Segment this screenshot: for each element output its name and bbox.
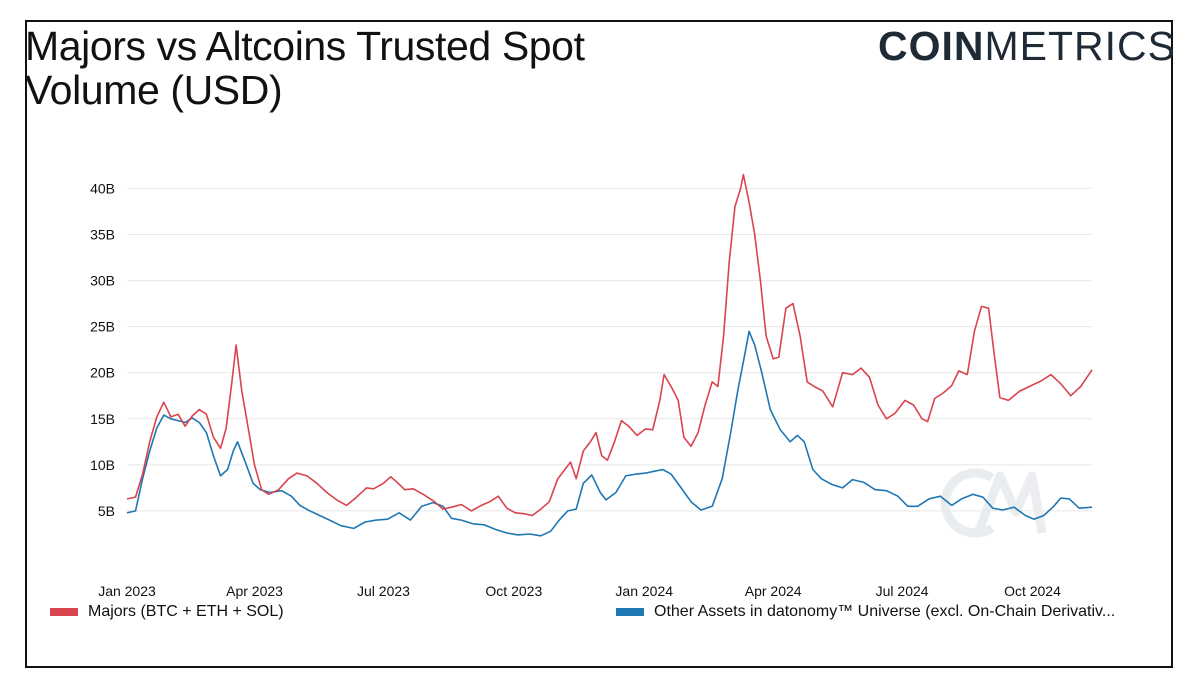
x-tick-label: Jul 2024	[876, 583, 929, 599]
series-line-majors	[126, 173, 1093, 517]
y-tick-label: 20B	[90, 365, 115, 381]
legend-item-majors[interactable]: Majors (BTC + ETH + SOL)	[50, 603, 284, 621]
y-tick-label: 10B	[90, 457, 115, 473]
coinmetrics-logo: COINMETRICS	[878, 22, 1176, 70]
series-line-other-assets	[126, 330, 1093, 537]
y-tick-label: 15B	[90, 411, 115, 427]
legend-swatch-other-assets	[616, 608, 644, 616]
legend-swatch-majors	[50, 608, 78, 616]
y-tick-label: 5B	[98, 503, 115, 519]
y-tick-label: 35B	[90, 227, 115, 243]
chart-frame	[25, 20, 1173, 668]
y-tick-label: 25B	[90, 319, 115, 335]
x-tick-label: Oct 2024	[1004, 583, 1061, 599]
x-tick-label: Jul 2023	[357, 583, 410, 599]
x-tick-label: Apr 2024	[745, 583, 802, 599]
y-axis: 5B 10B 15B 20B 25B 30B 35B 40B	[90, 180, 115, 519]
x-tick-label: Oct 2023	[485, 583, 542, 599]
x-tick-label: Jan 2024	[615, 583, 673, 599]
y-tick-label: 40B	[90, 180, 115, 196]
x-tick-label: Apr 2023	[226, 583, 283, 599]
brand-text-bold: COIN	[878, 23, 985, 69]
grid	[127, 187, 1092, 512]
x-axis: Jan 2023 Apr 2023 Jul 2023 Oct 2023 Jan 2024…	[98, 583, 1061, 599]
y-tick-label: 30B	[90, 273, 115, 289]
legend-label-other-assets: Other Assets in datonomy™ Universe (excl…	[654, 603, 1116, 620]
cm-watermark-icon	[940, 468, 1047, 538]
chart-title-line2: Volume (USD)	[25, 67, 283, 113]
legend-label-majors: Majors (BTC + ETH + SOL)	[88, 603, 284, 620]
series-lines	[126, 173, 1093, 537]
x-tick-label: Jan 2023	[98, 583, 156, 599]
chart-title-line1: Majors vs Altcoins Trusted Spot	[25, 23, 585, 69]
brand-text-light: METRICS	[984, 23, 1176, 69]
legend-item-other-assets[interactable]: Other Assets in datonomy™ Universe (excl…	[616, 603, 1115, 621]
chart-title: Majors vs Altcoins Trusted Spot Volume (…	[25, 24, 725, 112]
